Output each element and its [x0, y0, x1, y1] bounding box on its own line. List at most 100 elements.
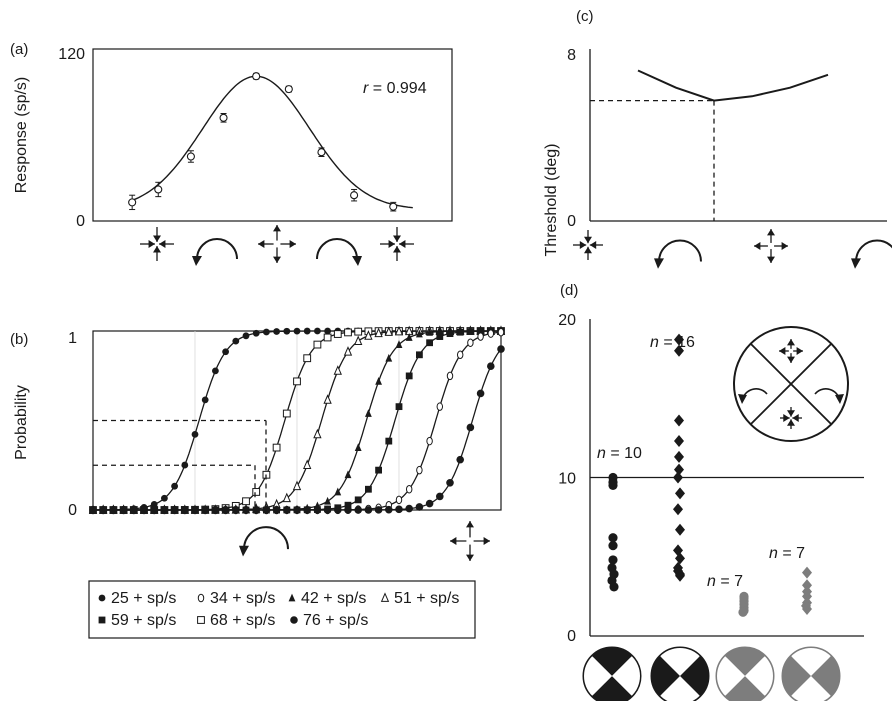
marker-filled-circle [252, 329, 260, 337]
marker-open-triangle [333, 365, 342, 375]
marker-filled-square [477, 327, 484, 335]
marker-filled-triangle [334, 487, 342, 496]
counter-clockwise-rotation-icon [851, 239, 892, 269]
icon-quadrant-right [811, 656, 839, 696]
marker-filled-triangle [354, 443, 362, 451]
marker-filled-circle [212, 367, 219, 375]
arrow-head [148, 240, 155, 248]
arrow-head [159, 240, 166, 248]
arrow-head [584, 236, 592, 244]
marker-filled-triangle [436, 327, 444, 336]
marker-filled-hexagon [160, 506, 169, 514]
icon-quadrant-left [717, 656, 745, 696]
arrow-in-right [780, 414, 790, 422]
data-point-circle [608, 480, 618, 491]
panel-a-ytick-0: 0 [76, 213, 85, 230]
panel-a-data-point [128, 194, 137, 211]
marker-filled-triangle [426, 327, 433, 336]
category-icon-rotation-gray [781, 646, 841, 701]
marker-filled-hexagon [456, 455, 465, 464]
marker-filled-hexagon [191, 506, 199, 514]
arrow-in-left [589, 241, 603, 249]
icon-quadrant-top [592, 648, 632, 676]
marker-filled-square [456, 328, 464, 336]
marker-open-square [242, 497, 250, 506]
icon-quadrant-right [612, 656, 640, 696]
marker-filled-triangle [395, 340, 403, 348]
marker-filled-hexagon [354, 506, 363, 514]
data-point-diamond [674, 333, 684, 346]
marker-open-circle [477, 332, 484, 341]
counter-clockwise-rotation-icon [654, 239, 702, 269]
arrow-in-up [393, 246, 401, 261]
arrow-head [258, 240, 265, 248]
data-point-diamond [675, 552, 685, 565]
arrow-head [388, 240, 395, 248]
marker-open-triangle [384, 326, 393, 336]
marker-open-triangle [394, 325, 404, 336]
marker-filled-circle [201, 396, 209, 404]
marker-open-square [293, 377, 301, 386]
panel-d-group: n = 7 [769, 545, 812, 616]
contraction-icon [380, 227, 414, 261]
legend-label: 59 + sp/s [111, 612, 176, 629]
arrow-head [393, 246, 401, 253]
icon-quadrant-top [791, 648, 831, 676]
rotation-arrowhead [192, 256, 202, 266]
data-marker [154, 185, 163, 194]
marker-filled-hexagon [201, 506, 209, 514]
marker-filled-hexagon [252, 506, 260, 514]
arrow-in-left [792, 414, 802, 422]
category-icon-rotation [650, 646, 710, 701]
category-icon-expansion-contraction-gray [715, 646, 775, 701]
marker-filled-hexagon [242, 506, 250, 514]
data-point-diamond [673, 471, 683, 484]
marker-open-square [303, 354, 312, 363]
legend-item: 25 + sp/s [98, 590, 176, 607]
panel-c-label: (c) [576, 8, 594, 25]
data-marker [284, 85, 293, 94]
expansion-icon [779, 339, 803, 363]
icon-quadrant-bottom [725, 676, 765, 701]
marker-filled-hexagon [89, 506, 97, 514]
panel-d-group: n = 16 [650, 333, 695, 582]
panel-d-group: n = 7 [707, 573, 749, 617]
panel-d-ytick-0: 0 [567, 628, 576, 645]
marker-filled-circle [263, 328, 270, 336]
icon-quadrant-top [725, 648, 765, 676]
arrow-in-up [584, 246, 592, 260]
arrow-in-up [787, 419, 795, 429]
marker-filled-circle [242, 332, 250, 340]
marker-open-circle [436, 402, 444, 411]
marker-filled-circle [314, 327, 321, 335]
marker-filled-hexagon [181, 506, 189, 514]
panel-a-ylabel: Response (sp/s) [13, 77, 30, 194]
marker-open-circle [197, 593, 205, 603]
data-point-circle [608, 555, 618, 565]
marker-filled-circle [222, 348, 230, 356]
marker-open-square [313, 340, 322, 349]
arrow-left [258, 240, 274, 248]
arrow-head [589, 241, 597, 249]
clockwise-rotation-icon [316, 238, 362, 266]
data-point-diamond [674, 463, 684, 476]
panel-c-ytick-0: 0 [567, 213, 576, 230]
marker-filled-hexagon [374, 506, 383, 514]
marker-filled-triangle [375, 376, 382, 385]
marker-filled-circle [171, 482, 179, 490]
arrow-head [399, 240, 406, 248]
arrow-head [289, 240, 296, 248]
contraction-icon [780, 407, 802, 429]
panel-d-count-label: n = 7 [707, 573, 743, 590]
arrow-down [767, 249, 775, 263]
arrow-head [483, 537, 490, 545]
panel-d-count-label: n = 7 [769, 545, 805, 562]
panel-a-ytick-120: 120 [58, 46, 85, 63]
marker-filled-hexagon [405, 504, 414, 513]
marker-filled-square [354, 496, 362, 504]
arrow-in-right [140, 240, 155, 248]
marker-open-triangle [364, 330, 373, 340]
marker-filled-hexagon [487, 362, 495, 371]
panel-d-inset-key [733, 326, 849, 442]
panel-a-label: (a) [10, 41, 28, 58]
